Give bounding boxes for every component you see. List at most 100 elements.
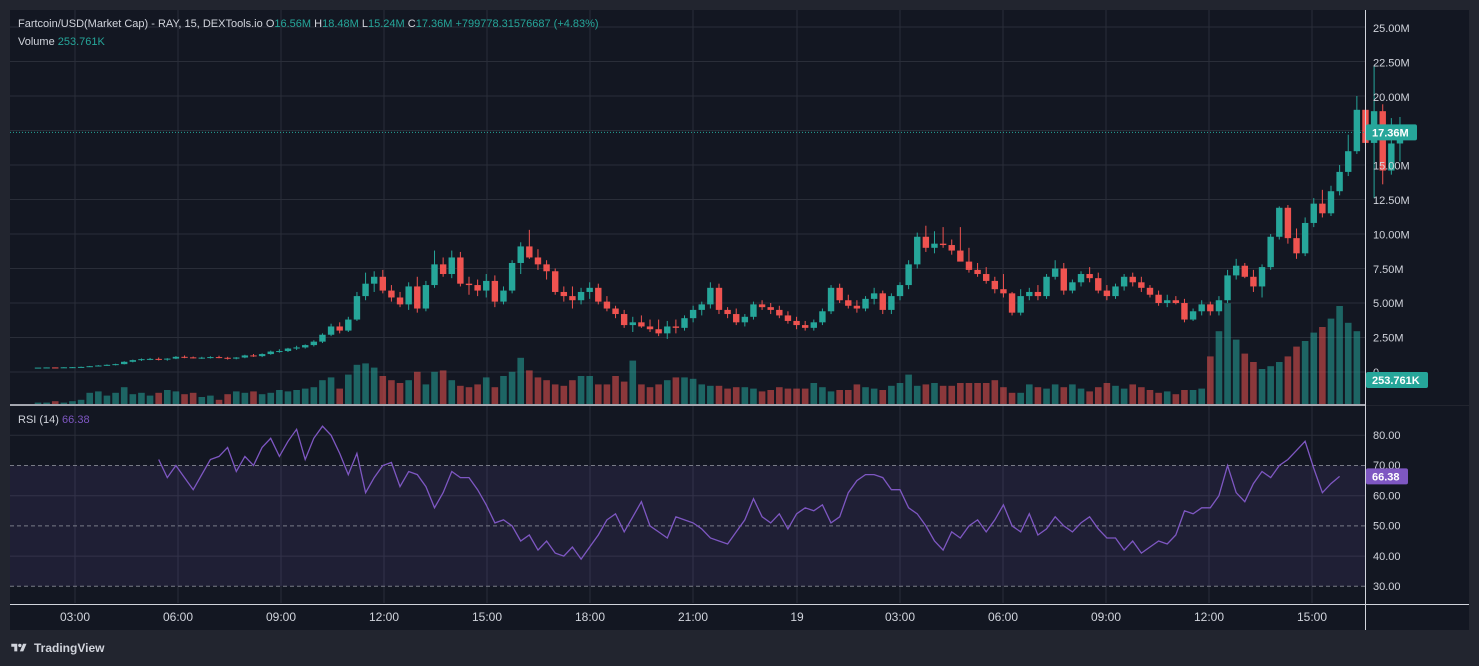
candle-body: [1293, 238, 1300, 254]
candle-body: [896, 285, 904, 297]
candle-body: [1077, 274, 1085, 283]
candle-body: [1388, 143, 1395, 171]
volume-bar: [844, 390, 852, 404]
candle-body: [801, 325, 809, 328]
volume-bar: [336, 388, 343, 404]
candle-body: [121, 361, 128, 365]
candle-body: [1258, 267, 1266, 287]
candle-body: [284, 348, 292, 352]
candle-body: [1095, 278, 1102, 291]
price-tick-label: 2.50M: [1373, 333, 1404, 345]
candle-body: [60, 367, 68, 369]
volume-bar: [1319, 327, 1326, 404]
time-axis-label: 12:00: [1194, 610, 1224, 624]
candle-body: [103, 364, 111, 366]
candle-body: [767, 307, 774, 310]
candle-body: [258, 354, 266, 357]
symbol-name[interactable]: Fartcoin/USD(Market Cap): [18, 18, 149, 30]
volume-bar: [551, 384, 559, 404]
volume-bar: [526, 370, 533, 404]
candle-body: [862, 298, 869, 309]
volume-bar: [439, 370, 447, 404]
candle-body: [733, 314, 740, 323]
candle-body: [207, 357, 214, 359]
rsi-value: 66.38: [62, 414, 90, 426]
candle-body: [1164, 300, 1171, 303]
candle-body: [112, 364, 119, 366]
candle-body: [1017, 296, 1024, 313]
candle-body: [948, 245, 955, 251]
time-axis-label: 18:00: [575, 610, 605, 624]
candle-body: [224, 357, 231, 359]
symbol-legend[interactable]: Fartcoin/USD(Market Cap) - RAY, 15, DEXT…: [18, 18, 599, 30]
rsi-line: [158, 425, 1341, 561]
price-tick-label: 25.00M: [1373, 23, 1410, 35]
volume-bar: [1284, 356, 1292, 404]
candle-body: [172, 356, 180, 359]
volume-bar: [1103, 383, 1111, 404]
brand-name: TradingView: [34, 641, 105, 655]
candle-body: [1146, 287, 1154, 295]
rsi-legend[interactable]: RSI (14) 66.38: [18, 414, 90, 426]
exchange-info: - RAY, 15, DEXTools.io: [151, 18, 263, 30]
candle-body: [526, 246, 533, 258]
volume-bar: [982, 383, 990, 404]
rsi-label: RSI (14): [18, 414, 59, 426]
price-axis-background: [1366, 10, 1469, 405]
price-tick-label: 22.50M: [1373, 57, 1410, 69]
time-axis-background: [10, 605, 1469, 630]
candle-body: [448, 257, 455, 275]
volume-bar: [1344, 322, 1352, 404]
volume-bar: [474, 384, 481, 404]
candle-body: [534, 257, 542, 265]
candle-body: [620, 314, 628, 326]
low-label: L: [361, 18, 368, 30]
candle-body: [439, 264, 447, 275]
rsi-tick-label: 50.00: [1373, 521, 1401, 533]
candle-body: [1060, 268, 1067, 291]
volume-bar: [258, 394, 266, 404]
open-label: O: [265, 18, 275, 30]
candle-body: [1284, 207, 1292, 239]
candle-body: [138, 359, 145, 361]
volume-bar: [577, 376, 585, 404]
volume-legend[interactable]: Volume 253.761K: [18, 36, 105, 48]
volume-bar: [1258, 369, 1266, 404]
candle-body: [362, 283, 369, 297]
rsi-band-lines: [10, 465, 1365, 587]
volume-bar: [793, 388, 800, 404]
tradingview-branding[interactable]: TradingView: [10, 638, 104, 658]
volume-bar: [1051, 384, 1059, 404]
candle-body: [836, 287, 843, 301]
candle-body: [552, 271, 559, 292]
candle-body: [77, 366, 85, 368]
volume-bar: [1077, 388, 1085, 404]
volume-bar: [560, 385, 568, 404]
price-tick-label: 12.50M: [1373, 195, 1410, 207]
volume-bar: [34, 402, 42, 404]
candle-body: [1112, 286, 1119, 297]
candle-body: [1026, 291, 1033, 297]
candle-body: [1319, 203, 1326, 214]
close-label: C: [407, 18, 416, 30]
volume-bar: [595, 384, 602, 404]
volume-bar: [1310, 332, 1318, 404]
candle-body: [414, 286, 421, 309]
time-axis-labels[interactable]: 03:00 06:00 09:00 12:00 15:00 18:00 21:00 19 03:…: [60, 610, 1327, 624]
price-tick-label: 15.00M: [1373, 161, 1410, 173]
volume-bar: [534, 377, 542, 404]
high-value: 18.48M: [322, 18, 359, 30]
candle-body: [500, 290, 507, 302]
candle-body: [86, 366, 93, 368]
volume-bar: [43, 402, 50, 404]
candle-body: [1155, 294, 1162, 303]
tradingview-logo-icon: [11, 643, 27, 652]
volume-bar: [810, 383, 818, 404]
candle-body: [870, 293, 878, 299]
volume-bar: [198, 397, 206, 404]
volume-bar: [1017, 392, 1024, 404]
candle-body: [431, 264, 438, 286]
candle-body: [1181, 303, 1188, 320]
candle-body: [1345, 151, 1352, 172]
